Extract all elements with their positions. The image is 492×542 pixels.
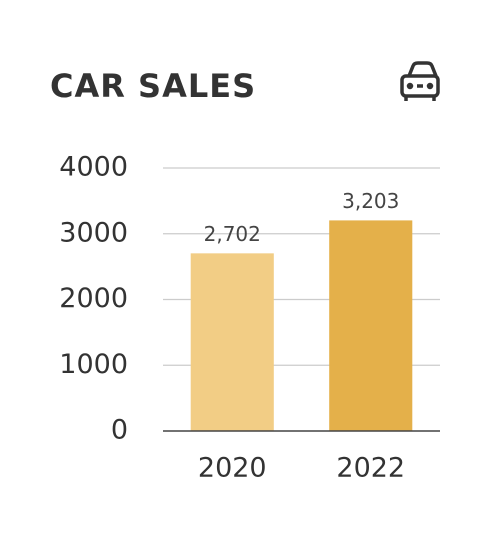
x-tick-label: 2020 bbox=[198, 453, 267, 484]
y-tick-label: 0 bbox=[111, 415, 128, 446]
value-label: 3,203 bbox=[342, 189, 399, 213]
y-tick-label: 3000 bbox=[59, 217, 128, 248]
x-tick-label: 2022 bbox=[336, 453, 405, 484]
value-label: 2,702 bbox=[204, 222, 261, 246]
y-tick-label: 1000 bbox=[59, 349, 128, 380]
bar bbox=[329, 220, 413, 431]
y-tick-label: 4000 bbox=[59, 152, 128, 183]
y-tick-label: 2000 bbox=[59, 283, 128, 314]
car-icon bbox=[400, 61, 440, 101]
chart-title: CAR SALES bbox=[50, 67, 256, 105]
bar bbox=[190, 253, 274, 431]
